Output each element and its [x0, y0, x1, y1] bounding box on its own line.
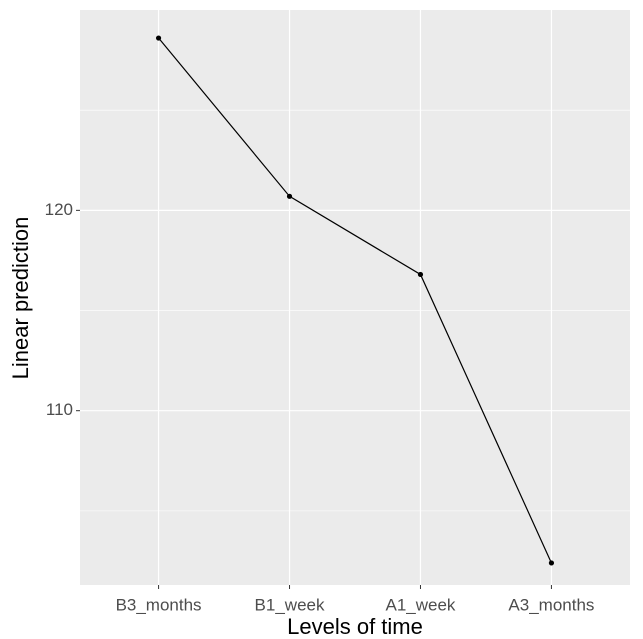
x-tick-label: A1_week — [386, 595, 456, 614]
point — [548, 560, 555, 566]
panel — [80, 10, 630, 585]
y-tick-label: 120 — [45, 200, 73, 219]
point — [286, 193, 293, 199]
line — [158, 37, 552, 564]
x-tick-label: A3_months — [508, 595, 594, 614]
point — [155, 35, 162, 41]
x-tick-label: B3_months — [116, 595, 202, 614]
y-axis-title: Linear prediction — [8, 217, 33, 380]
x-axis-title: Levels of time — [287, 614, 423, 639]
x-tick-label: B1_week — [255, 595, 325, 614]
point — [417, 271, 424, 278]
y-tick-label: 110 — [46, 400, 73, 419]
